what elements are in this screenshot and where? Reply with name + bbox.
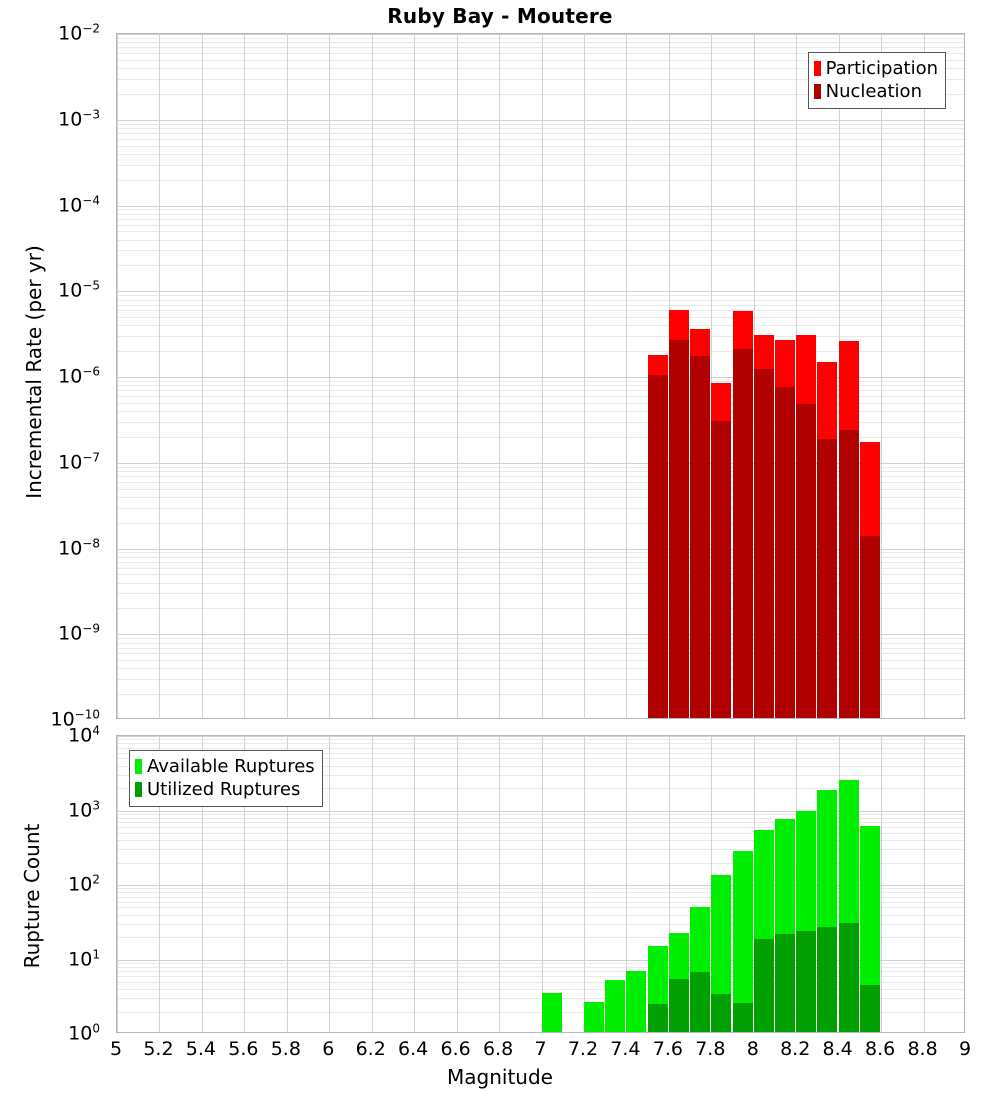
legend-label-participation: Participation bbox=[825, 57, 938, 79]
bar-incremental-rate-nucleation-0 bbox=[647, 375, 668, 718]
x-tick-label: 7.2 bbox=[567, 1038, 599, 1060]
legend-label-nucleation: Nucleation bbox=[825, 80, 922, 102]
x-tick-label: 7 bbox=[534, 1038, 547, 1060]
bar-rupture-count-utilized-ruptures-12 bbox=[817, 927, 838, 1032]
y-tick-label: 10−4 bbox=[58, 192, 100, 217]
x-axis-title: Magnitude bbox=[447, 1065, 553, 1089]
bar-rupture-count-available-ruptures-2 bbox=[605, 980, 626, 1032]
x-tick-label: 5.6 bbox=[228, 1038, 259, 1060]
legend-item-utilized-ruptures: Utilized Ruptures bbox=[135, 778, 315, 801]
x-tick-label: 8 bbox=[746, 1038, 759, 1060]
y-tick-label: 103 bbox=[68, 797, 100, 822]
legend-label-utilized-ruptures: Utilized Ruptures bbox=[147, 778, 301, 800]
bar-incremental-rate-nucleation-7 bbox=[796, 404, 817, 718]
y-tick-label: 100 bbox=[68, 1021, 100, 1045]
x-tick-label: 9 bbox=[958, 1038, 972, 1060]
bar-rupture-count-utilized-ruptures-14 bbox=[859, 984, 880, 1032]
legend-label-available-ruptures: Available Ruptures bbox=[147, 755, 315, 777]
x-tick-label: 5.4 bbox=[185, 1038, 216, 1060]
y-tick-label: 101 bbox=[68, 946, 100, 971]
page-title: Ruby Bay - Moutere bbox=[387, 4, 613, 28]
y-tick-label: 10−3 bbox=[58, 107, 100, 131]
y-tick-label: 10−6 bbox=[58, 364, 100, 388]
available-ruptures-swatch-icon bbox=[135, 759, 142, 774]
y-tick-label: 10−5 bbox=[58, 278, 100, 302]
x-tick-label: 6.4 bbox=[398, 1038, 429, 1060]
bar-rupture-count-utilized-ruptures-13 bbox=[838, 922, 859, 1032]
participation-swatch-icon bbox=[813, 61, 821, 76]
incremental-rate-plot-area: Participation Nucleation bbox=[116, 33, 965, 719]
y-tick-label: 104 bbox=[68, 723, 100, 747]
bar-rupture-count-utilized-ruptures-6 bbox=[690, 972, 711, 1032]
bar-rupture-count-available-ruptures-1 bbox=[584, 1001, 604, 1032]
bar-rupture-count-utilized-ruptures-7 bbox=[711, 993, 732, 1032]
bar-rupture-count-utilized-ruptures-9 bbox=[753, 938, 774, 1032]
y-tick-label: 10−8 bbox=[58, 535, 100, 560]
bar-rupture-count-utilized-ruptures-8 bbox=[732, 1003, 753, 1032]
x-tick-label: 6.2 bbox=[355, 1038, 386, 1060]
legend-item-nucleation: Nucleation bbox=[813, 80, 938, 103]
bar-rupture-count-utilized-ruptures-10 bbox=[775, 934, 795, 1032]
x-tick-label: 7.8 bbox=[695, 1038, 726, 1060]
x-tick-label: 7.6 bbox=[652, 1038, 683, 1060]
x-tick-label: 6.6 bbox=[440, 1038, 471, 1060]
y-axis-title-bottom: Rupture Count bbox=[20, 823, 44, 969]
bar-incremental-rate-nucleation-2 bbox=[690, 356, 711, 718]
bar-incremental-rate-nucleation-8 bbox=[817, 438, 838, 718]
x-tick-label: 8.8 bbox=[907, 1038, 938, 1060]
y-axis-ticks-bottom: 104 103 102 101 100 bbox=[0, 0, 108, 1100]
bar-rupture-count-available-ruptures-8 bbox=[732, 851, 753, 1032]
bar-incremental-rate-nucleation-9 bbox=[838, 430, 859, 718]
y-tick-label: 102 bbox=[68, 872, 100, 896]
bar-incremental-rate-nucleation-1 bbox=[668, 340, 689, 718]
x-tick-label: 8.6 bbox=[864, 1038, 896, 1060]
x-tick-label: 6 bbox=[322, 1038, 335, 1060]
bar-incremental-rate-nucleation-6 bbox=[775, 387, 795, 718]
bar-rupture-count-available-ruptures-3 bbox=[626, 970, 647, 1032]
bar-rupture-count-utilized-ruptures-4 bbox=[647, 1004, 668, 1032]
legend-rupture-count: Available Ruptures Utilized Ruptures bbox=[129, 750, 323, 807]
bar-incremental-rate-nucleation-4 bbox=[732, 349, 753, 718]
x-tick-label: 5.8 bbox=[270, 1038, 301, 1060]
x-tick-label: 8.4 bbox=[822, 1038, 853, 1060]
nucleation-swatch-icon bbox=[813, 84, 821, 99]
bar-rupture-count-available-ruptures-14 bbox=[859, 826, 880, 1032]
bar-rupture-count-utilized-ruptures-5 bbox=[668, 979, 689, 1032]
bar-rupture-count-available-ruptures-7 bbox=[711, 875, 732, 1032]
bar-incremental-rate-nucleation-10 bbox=[859, 536, 880, 718]
legend-item-available-ruptures: Available Ruptures bbox=[135, 755, 315, 778]
x-tick-label: 8.2 bbox=[780, 1038, 811, 1060]
x-tick-label: 6.8 bbox=[482, 1038, 514, 1060]
x-tick-label: 5.2 bbox=[143, 1038, 174, 1060]
rupture-count-plot-area: Available Ruptures Utilized Ruptures bbox=[116, 735, 965, 1033]
y-tick-label: 10−7 bbox=[58, 450, 100, 474]
y-tick-label: 10−2 bbox=[58, 21, 100, 45]
y-tick-label: 10−10 bbox=[50, 707, 100, 731]
bar-rupture-count-available-ruptures-0 bbox=[541, 992, 562, 1032]
x-tick-label: 5 bbox=[109, 1038, 123, 1060]
utilized-ruptures-swatch-icon bbox=[135, 782, 142, 797]
legend-item-participation: Participation bbox=[813, 57, 938, 80]
y-tick-label: 10−9 bbox=[58, 621, 100, 645]
bar-rupture-count-utilized-ruptures-11 bbox=[796, 931, 817, 1032]
bar-incremental-rate-nucleation-3 bbox=[711, 420, 732, 718]
legend-incremental-rate: Participation Nucleation bbox=[807, 52, 946, 109]
y-axis-ticks-top: 10−2 10−3 10−4 10−5 10−6 10−7 10−8 10−9 10−10 bbox=[0, 0, 108, 1100]
bar-incremental-rate-nucleation-5 bbox=[753, 368, 774, 718]
x-tick-label: 7.4 bbox=[610, 1038, 641, 1060]
